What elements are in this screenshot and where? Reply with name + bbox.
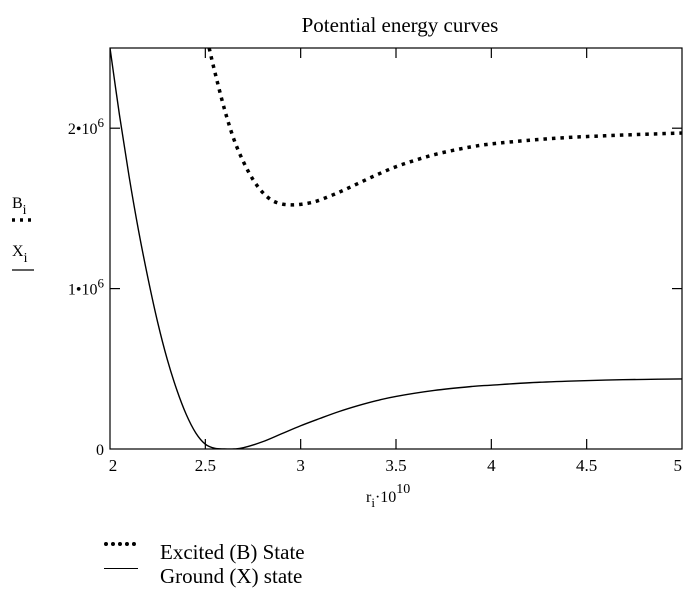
y-axis-label-b: Bi	[12, 195, 32, 222]
x-tick-label: 2.5	[195, 456, 216, 475]
legend-swatch-solid	[104, 568, 138, 569]
y-label-x-subscript: i	[24, 251, 28, 266]
y-tick-label: 2•106	[68, 115, 105, 138]
y-label-b-base: B	[12, 195, 23, 212]
series-line-excited	[207, 48, 682, 207]
x-tick-label: 4.5	[576, 456, 597, 475]
svg-text:Xi: Xi	[12, 243, 28, 266]
y-tick-label: 0	[96, 442, 104, 459]
y-tick-label: 1•106	[68, 276, 105, 299]
series-line-ground	[110, 48, 682, 449]
chart-title: Potential energy curves	[302, 13, 499, 37]
y-label-x-base: X	[12, 243, 24, 260]
x-label-subscript: i	[371, 495, 375, 510]
x-axis-ticks: 2 2.5 3 3.5 4 4.5 5	[109, 48, 682, 475]
x-tick-label: 5	[674, 456, 683, 475]
x-tick-label: 3.5	[385, 456, 406, 475]
y-axis-ticks: 0 1•106 2•106	[68, 115, 682, 459]
y-axis-label-x: Xi	[12, 243, 34, 271]
x-label-superscript: 10	[396, 482, 410, 497]
x-tick-label: 3	[296, 456, 305, 475]
plot-frame	[109, 47, 683, 450]
x-tick-label: 4	[487, 456, 496, 475]
x-axis-label: ri·1010	[366, 482, 410, 510]
legend-label-ground: Ground (X) state	[160, 564, 303, 588]
series-layer	[110, 48, 682, 449]
svg-text:Bi: Bi	[12, 195, 27, 218]
x-label-base: r	[366, 489, 372, 506]
legend-label-excited: Excited (B) State	[160, 540, 305, 564]
legend-swatch-dotted	[104, 542, 136, 546]
x-label-middle: ·10	[375, 489, 396, 506]
x-tick-label: 2	[109, 456, 118, 475]
y-label-b-subscript: i	[23, 203, 27, 218]
